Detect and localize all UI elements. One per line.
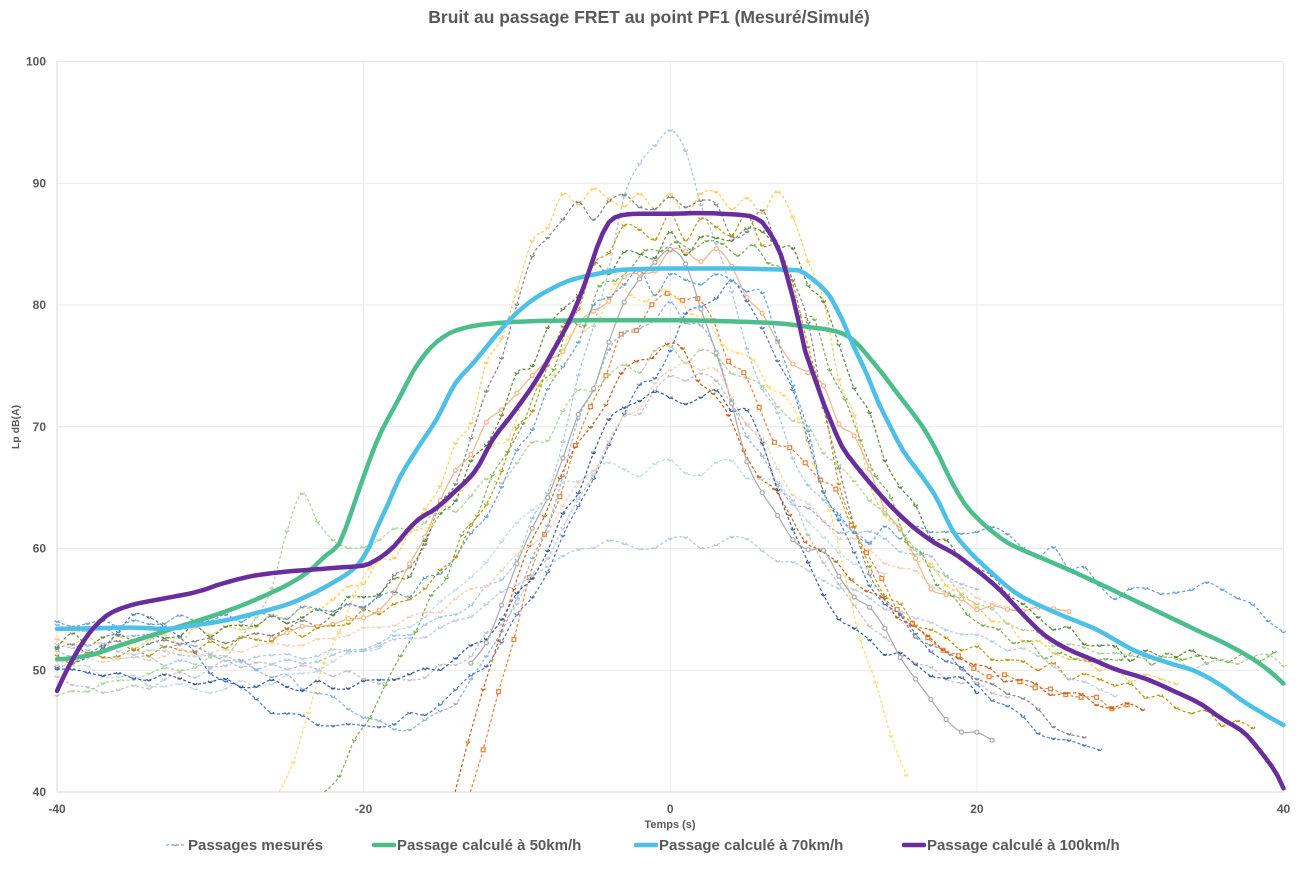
- svg-text:Temps (s): Temps (s): [644, 819, 695, 831]
- svg-text:Passage calculé à 100km/h: Passage calculé à 100km/h: [927, 837, 1120, 854]
- svg-text:Passages mesurés: Passages mesurés: [188, 837, 323, 854]
- svg-text:60: 60: [33, 542, 47, 556]
- svg-text:-40: -40: [48, 802, 66, 816]
- svg-text:-20: -20: [355, 802, 373, 816]
- svg-text:80: 80: [33, 298, 47, 312]
- svg-text:Passage calculé à 50km/h: Passage calculé à 50km/h: [397, 837, 581, 854]
- svg-text:Lp dB(A): Lp dB(A): [10, 405, 22, 449]
- svg-text:Bruit au passage FRET au point: Bruit au passage FRET au point PF1 (Mesu…: [428, 7, 869, 27]
- svg-text:100: 100: [26, 55, 46, 69]
- svg-text:Passage calculé à 70km/h: Passage calculé à 70km/h: [659, 837, 843, 854]
- svg-text:90: 90: [33, 176, 47, 190]
- svg-text:70: 70: [33, 420, 47, 434]
- svg-text:0: 0: [667, 802, 674, 816]
- svg-text:50: 50: [33, 664, 47, 678]
- svg-text:40: 40: [1277, 802, 1291, 816]
- svg-text:20: 20: [970, 802, 984, 816]
- svg-text:40: 40: [33, 785, 47, 799]
